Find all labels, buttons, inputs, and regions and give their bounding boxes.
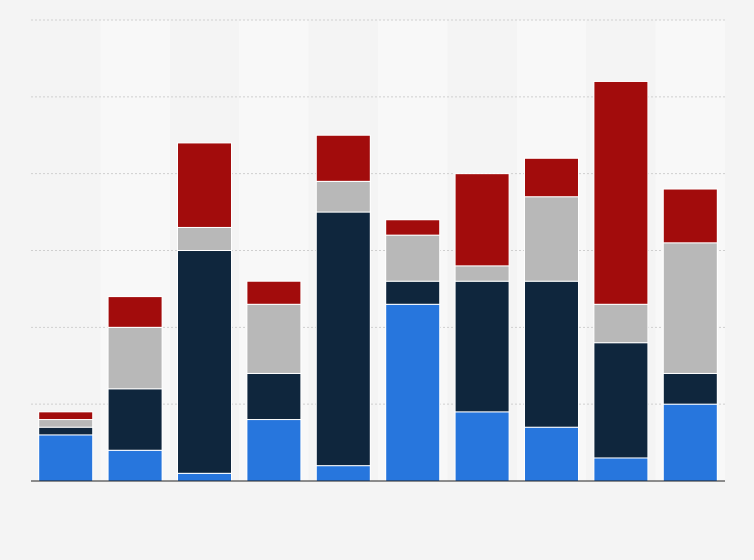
bar-segment-3-series-4[interactable] — [177, 142, 232, 228]
bar-segment-5-series-1[interactable] — [315, 465, 371, 482]
bar-segment-10-series-2[interactable] — [662, 372, 718, 405]
bar-segment-5-series-2[interactable] — [315, 211, 371, 467]
bar-segment-7-series-4[interactable] — [454, 173, 510, 267]
bar-segment-4-series-4[interactable] — [246, 280, 302, 305]
bar-segment-1-series-3[interactable] — [38, 419, 94, 428]
bar-segment-4-series-1[interactable] — [246, 419, 302, 482]
bar-segment-7-series-3[interactable] — [454, 265, 510, 282]
bar-segment-9-series-4[interactable] — [593, 80, 649, 305]
bar-segment-9-series-3[interactable] — [593, 303, 649, 344]
bar-segment-8-series-4[interactable] — [524, 157, 579, 198]
bar-segment-6-series-3[interactable] — [385, 234, 441, 282]
bar-segment-7-series-2[interactable] — [454, 280, 510, 413]
bar-segment-3-series-1[interactable] — [177, 472, 232, 482]
bar-segment-7-series-1[interactable] — [454, 411, 510, 482]
bar-segment-4-series-2[interactable] — [246, 372, 302, 421]
bar-segment-1-series-2[interactable] — [38, 426, 94, 436]
bar-segment-9-series-1[interactable] — [593, 457, 649, 482]
bar-segment-3-series-3[interactable] — [177, 226, 232, 251]
bar-segment-10-series-4[interactable] — [662, 188, 718, 244]
bar-segment-5-series-4[interactable] — [315, 134, 371, 182]
bar-segment-4-series-3[interactable] — [246, 303, 302, 374]
bar-segment-2-series-3[interactable] — [107, 326, 163, 390]
bar-segment-1-series-4[interactable] — [38, 411, 94, 421]
bar-segment-2-series-1[interactable] — [107, 449, 163, 482]
bar-segment-2-series-2[interactable] — [107, 388, 163, 451]
bar-segment-6-series-4[interactable] — [385, 219, 441, 236]
bar-segment-5-series-3[interactable] — [315, 180, 371, 213]
bar-segment-3-series-2[interactable] — [177, 250, 232, 474]
bar-segment-8-series-1[interactable] — [524, 426, 579, 482]
bar-segment-9-series-2[interactable] — [593, 342, 649, 459]
bar-segment-10-series-1[interactable] — [662, 403, 718, 482]
bar-segment-1-series-1[interactable] — [38, 434, 94, 482]
bar-segment-2-series-4[interactable] — [107, 296, 163, 328]
bar-segment-8-series-2[interactable] — [524, 280, 579, 428]
bar-segment-6-series-2[interactable] — [385, 280, 441, 305]
bar-segment-10-series-3[interactable] — [662, 242, 718, 374]
bar-segment-8-series-3[interactable] — [524, 196, 579, 282]
bar-segment-6-series-1[interactable] — [385, 303, 441, 482]
